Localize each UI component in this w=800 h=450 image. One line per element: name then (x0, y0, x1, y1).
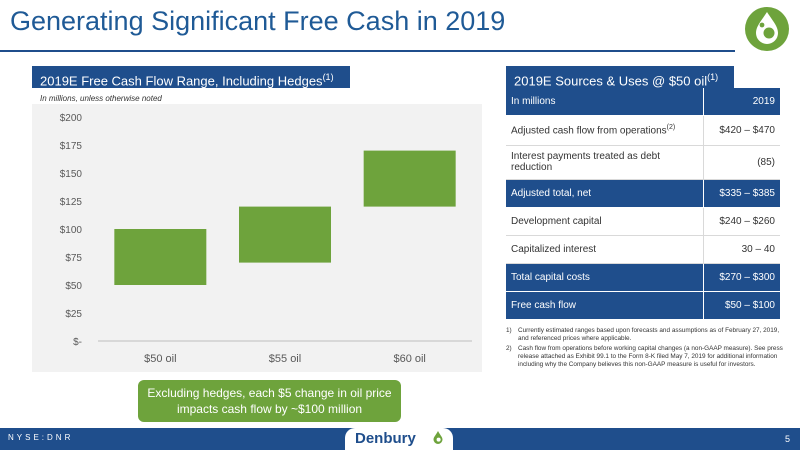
left-header-text: 2019E Free Cash Flow Range, Including He… (40, 73, 323, 89)
table-row: Adjusted cash flow from operations(2) $4… (506, 115, 780, 146)
footer-drop-icon (433, 431, 443, 444)
free-cash-flow-chart-header: 2019E Free Cash Flow Range, Including He… (32, 66, 350, 88)
row-value: $270 – $300 (703, 263, 780, 292)
title-divider (0, 50, 735, 52)
y-tick-label: $125 (60, 197, 83, 208)
footnote: 2) Cash flow from operations before work… (506, 345, 786, 369)
row-label: Adjusted cash flow from operations (511, 125, 667, 137)
y-tick-label: $175 (60, 141, 83, 152)
footnote: 1) Currently estimated ranges based upon… (506, 327, 786, 343)
page-title: Generating Significant Free Cash in 2019 (10, 6, 506, 36)
left-header-footnote-ref: (1) (322, 72, 334, 82)
y-tick-label: $100 (60, 225, 83, 236)
row-value: $50 – $100 (703, 291, 780, 320)
free-cash-flow-chart: $- $25 $50 $75 $100 $125 $150 $175 $200 $50 oil $5… (60, 113, 472, 365)
sources-uses-header: 2019E Sources & Uses @ $50 oil(1) (506, 66, 734, 88)
page-number: 5 (784, 434, 790, 444)
row-value: $420 – $470 (703, 115, 780, 146)
right-header-text: 2019E Sources & Uses @ $50 oil (514, 73, 708, 89)
table-row: Free cash flow $50 – $100 (506, 291, 780, 320)
table-header-year: 2019 (703, 88, 780, 116)
table-row: Interest payments treated as debt reduct… (506, 145, 780, 180)
row-label: Free cash flow (506, 291, 704, 320)
row-label: Interest payments treated as debt reduct… (506, 145, 704, 180)
row-value: $335 – $385 (703, 179, 780, 208)
footnote-number: 2) (506, 345, 512, 352)
row-footnote-ref: (2) (666, 123, 676, 131)
footnote-text: Currently estimated ranges based upon fo… (518, 327, 780, 342)
row-label: Total capital costs (506, 263, 704, 292)
x-tick-label: $50 oil (144, 353, 176, 365)
row-value: (85) (703, 145, 780, 180)
denbury-drop-logo-icon (745, 7, 789, 51)
footnote-text: Cash flow from operations before working… (518, 345, 783, 368)
row-label: Capitalized interest (506, 235, 704, 264)
y-tick-label: $- (73, 337, 82, 348)
range-bar (363, 150, 456, 207)
row-label: Adjusted total, net (506, 179, 704, 208)
footnotes: 1) Currently estimated ranges based upon… (506, 327, 786, 371)
table-header-row: In millions 2019 (506, 88, 780, 116)
y-tick-label: $150 (60, 169, 83, 180)
x-tick-label: $55 oil (269, 353, 301, 365)
table-header-label: In millions (506, 88, 704, 116)
company-wordmark: Denbury (355, 430, 416, 447)
range-bar (114, 229, 207, 285)
y-tick-label: $75 (65, 253, 82, 264)
x-tick-label: $60 oil (393, 353, 425, 365)
table-row: Development capital $240 – $260 (506, 207, 780, 236)
footnote-number: 1) (506, 327, 512, 334)
footer-logo: Denbury (345, 428, 453, 450)
table-row: Adjusted total, net $335 – $385 (506, 179, 780, 208)
row-label: Development capital (506, 207, 704, 236)
hedge-sensitivity-callout: Excluding hedges, each $5 change in oil … (138, 380, 401, 422)
right-header-footnote-ref: (1) (707, 72, 719, 82)
table-row: Capitalized interest 30 – 40 (506, 235, 780, 264)
stock-ticker: NYSE:DNR (8, 433, 74, 442)
row-value: $240 – $260 (703, 207, 780, 236)
y-tick-label: $25 (65, 309, 82, 320)
units-note: In millions, unless otherwise noted (40, 94, 162, 103)
table-row: Total capital costs $270 – $300 (506, 263, 780, 292)
row-value: 30 – 40 (703, 235, 780, 264)
y-tick-label: $50 (65, 281, 82, 292)
y-tick-label: $200 (60, 113, 83, 124)
range-bar (239, 206, 331, 263)
sources-uses-table: In millions 2019 Adjusted cash flow from… (506, 88, 780, 320)
